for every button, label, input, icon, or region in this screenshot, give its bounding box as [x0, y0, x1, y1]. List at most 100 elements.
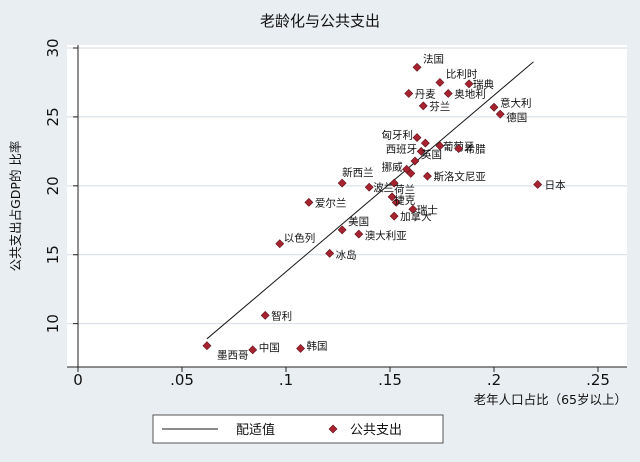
- data-point: [389, 178, 399, 188]
- data-point: [406, 168, 416, 178]
- data-point-label: 日本: [545, 178, 566, 191]
- data-point-marker: [443, 89, 453, 98]
- data-point: 日本: [533, 178, 566, 191]
- axis-ticks: 10 15 20 25 30 0 .05 .1 .15 .2 .25: [44, 38, 610, 389]
- data-point: 奥地利: [443, 87, 486, 100]
- data-point-label: 澳大利亚: [365, 229, 407, 242]
- data-point: 冰岛: [325, 248, 357, 261]
- data-point: 以色列: [275, 232, 316, 249]
- legend-label-fit: 配适值: [236, 422, 275, 438]
- data-point-marker: [387, 192, 397, 202]
- data-point-marker: [296, 344, 305, 353]
- data-point-marker: [489, 102, 499, 112]
- data-point-label: 英国: [421, 148, 442, 161]
- data-point-label: 新西兰: [342, 166, 374, 179]
- data-points: 法国比利时瑞典丹麦奥地利芬兰意大利德国匈牙利西班牙葡萄牙希腊英国挪威斯洛文尼亚新…: [202, 52, 566, 362]
- data-point-marker: [418, 101, 428, 111]
- data-point-marker: [435, 78, 445, 87]
- data-point: 智利: [260, 309, 292, 322]
- data-point: 捷克: [391, 193, 416, 207]
- plot-area: [67, 45, 627, 367]
- data-point-label: 斯洛文尼亚: [433, 170, 486, 183]
- data-point: 中国: [248, 341, 280, 355]
- fit-line-group: [206, 61, 534, 340]
- x-tick-label: .15: [378, 371, 402, 389]
- data-point-label: 瑞士: [417, 203, 438, 216]
- data-point-marker: [202, 341, 212, 351]
- data-point: 西班牙: [386, 143, 426, 156]
- data-point-label: 波兰: [373, 181, 394, 194]
- data-point-label: 瑞典: [473, 78, 494, 91]
- data-point: 瑞士: [408, 203, 438, 216]
- data-point-marker: [435, 141, 445, 151]
- data-point: 美国: [337, 215, 369, 235]
- data-point: 英国: [410, 148, 442, 166]
- data-point-marker: [325, 248, 335, 258]
- data-point: 丹麦: [404, 88, 436, 100]
- data-point-label: 冰岛: [336, 248, 357, 261]
- chart-title: 老龄化与公共支出: [260, 12, 380, 30]
- data-point-marker: [495, 109, 505, 119]
- data-point-marker: [260, 310, 270, 320]
- y-tick-label: 20: [44, 176, 62, 195]
- data-point-label: 捷克: [394, 193, 415, 206]
- data-point-label: 希腊: [465, 143, 486, 156]
- data-point-label: 荷兰: [394, 183, 415, 196]
- data-point-label: 奥地利: [454, 87, 486, 100]
- data-point-marker: [416, 146, 426, 156]
- y-tick-label: 15: [44, 245, 62, 264]
- data-point-label: 中国: [259, 341, 280, 354]
- data-point: 爱尔兰: [304, 196, 347, 209]
- data-point-marker: [454, 144, 464, 154]
- data-point: 荷兰: [387, 183, 415, 202]
- data-point-marker: [533, 180, 543, 189]
- y-tick-label: 25: [44, 107, 62, 126]
- data-point: 挪威: [382, 160, 412, 174]
- data-point-marker: [412, 62, 422, 72]
- data-point: 法国: [412, 52, 444, 72]
- data-point-marker: [304, 197, 314, 207]
- data-point-label: 墨西哥: [217, 350, 249, 362]
- data-point-label: 意大利: [500, 96, 532, 109]
- data-point-marker: [275, 239, 285, 249]
- data-point: 意大利: [489, 96, 532, 112]
- data-point-label: 美国: [348, 215, 369, 228]
- data-point-label: 爱尔兰: [315, 196, 347, 209]
- data-point-marker: [410, 156, 420, 166]
- data-point-marker: [408, 204, 418, 214]
- data-point: 加拿大: [389, 210, 432, 223]
- x-tick-label: .2: [487, 371, 501, 389]
- data-point-label: 比利时: [446, 67, 478, 80]
- x-tick-label: 0: [73, 371, 83, 389]
- data-point: 德国: [495, 109, 527, 124]
- y-axis-title: 公共支出占GDP的 比率: [8, 141, 23, 272]
- data-point: 瑞典: [464, 78, 495, 91]
- data-point-label: 挪威: [382, 160, 403, 173]
- data-point: 新西兰: [337, 166, 374, 188]
- grid-lines: [67, 47, 627, 325]
- data-point-label: 丹麦: [415, 88, 436, 100]
- fit-line: [206, 61, 534, 340]
- data-point-marker: [354, 229, 364, 239]
- data-point-marker: [364, 182, 374, 192]
- data-point-marker: [391, 197, 401, 207]
- data-point: 希腊: [454, 143, 486, 156]
- y-tick-label: 30: [44, 38, 62, 57]
- data-point-marker: [337, 225, 347, 235]
- x-tick-label: .05: [170, 371, 194, 389]
- data-point: 波兰: [364, 181, 394, 194]
- data-point: 澳大利亚: [354, 229, 407, 242]
- data-point: 韩国: [296, 339, 328, 353]
- data-point: [420, 138, 430, 148]
- data-point-marker: [406, 168, 416, 178]
- data-point-label: 加拿大: [400, 210, 432, 223]
- y-tick-label: 10: [44, 314, 62, 333]
- data-point-label: 匈牙利: [382, 129, 414, 142]
- data-point: 墨西哥: [202, 341, 249, 362]
- data-point-label: 德国: [506, 111, 527, 124]
- data-point-label: 以色列: [284, 232, 316, 245]
- legend: 配适值 公共支出: [152, 414, 444, 444]
- x-tick-label: .1: [279, 371, 293, 389]
- data-point-marker: [337, 178, 347, 188]
